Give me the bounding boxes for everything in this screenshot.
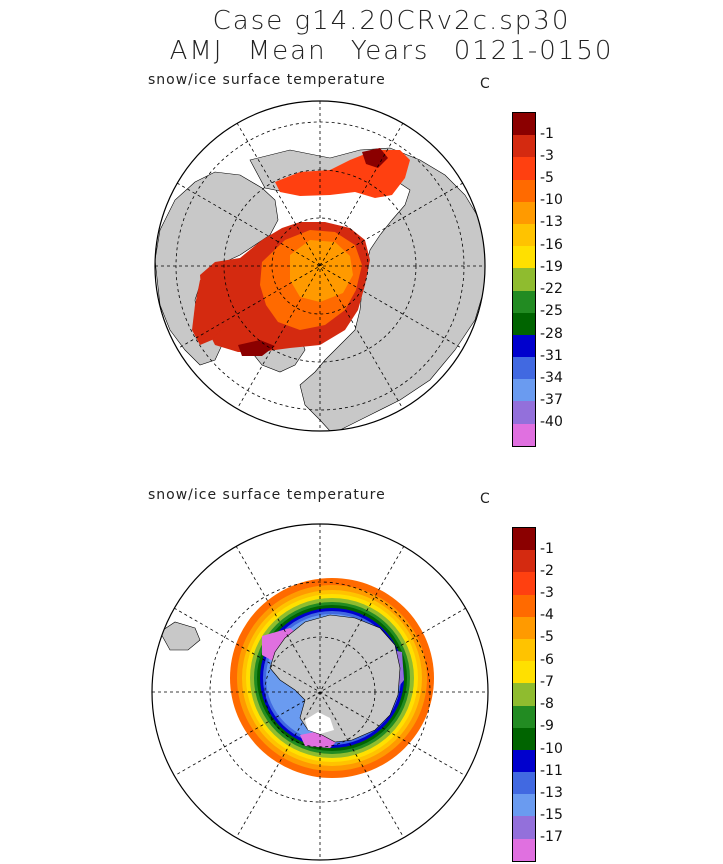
south-colorbar-swatch — [513, 794, 535, 817]
north-colorbar-tick: -25 — [540, 303, 563, 319]
south-land-antarctica — [269, 614, 401, 743]
north-colorbar-swatch — [513, 157, 535, 180]
page-title-line1: Case g14.20CRv2c.sp30 — [212, 6, 571, 36]
north-colorbar-swatch — [513, 312, 535, 335]
south-colorbar-tick: -4 — [540, 607, 554, 623]
south-colorbar-tick: -7 — [540, 674, 554, 690]
north-colorbar-tick: -31 — [540, 348, 563, 364]
north-colorbar-swatch — [513, 179, 535, 202]
north-unit-label: C — [480, 76, 490, 92]
north-colorbar-tick: -3 — [540, 148, 554, 164]
south-colorbar-swatch — [513, 638, 535, 662]
north-colorbar-swatch — [513, 401, 535, 424]
north-colorbar-tick: -22 — [540, 281, 563, 297]
north-colorbar-swatch — [513, 334, 535, 358]
south-colorbar-tick: -6 — [540, 652, 554, 668]
north-ice-kara-warm — [362, 148, 388, 168]
north-colorbar-swatch — [513, 201, 535, 224]
south-unit-label: C — [480, 491, 490, 507]
north-colorbar-tick: -1 — [540, 126, 554, 142]
north-colorbar-swatch — [513, 268, 535, 291]
south-colorbar-swatch — [513, 772, 535, 795]
south-colorbar-swatch — [513, 727, 535, 750]
south-colorbar-swatch — [513, 838, 535, 861]
north-colorbar-tick: -34 — [540, 370, 563, 386]
north-colorbar-swatch — [513, 223, 535, 247]
south-colorbar-swatch — [513, 550, 535, 573]
south-land-samerica — [159, 621, 201, 651]
south-colorbar-tick: -1 — [540, 541, 554, 557]
north-ice-center — [290, 240, 353, 302]
south-colorbar-tick: -9 — [540, 718, 554, 734]
south-colorbar-swatch — [513, 572, 535, 595]
page-title-line2: AMJ Mean Years 0121-0150 — [169, 36, 614, 66]
north-colorbar-swatch — [513, 135, 535, 158]
south-colorbar-tick: -8 — [540, 696, 554, 712]
south-colorbar-swatch — [513, 749, 535, 773]
north-polar-map — [154, 100, 486, 432]
north-colorbar-tick: -19 — [540, 259, 563, 275]
north-colorbar-swatch — [513, 113, 535, 136]
south-colorbar-swatch — [513, 661, 535, 684]
north-colorbar-tick: -16 — [540, 237, 563, 253]
north-colorbar-tick: -10 — [540, 192, 563, 208]
north-colorbar-swatch — [513, 246, 535, 269]
south-colorbar-swatch — [513, 705, 535, 728]
north-ice-hudson — [192, 275, 240, 345]
north-colorbar-swatch — [513, 290, 535, 313]
north-colorbar-tick: -28 — [540, 326, 563, 342]
south-colorbar-tick: -2 — [540, 563, 554, 579]
south-ice-shelf — [305, 712, 334, 734]
north-colorbar-tick: -13 — [540, 214, 563, 230]
north-colorbar-swatch — [513, 379, 535, 402]
south-field-label: snow/ice surface temperature — [148, 487, 386, 503]
north-colorbar-swatch — [513, 423, 535, 446]
south-colorbar-tick: -11 — [540, 763, 563, 779]
south-colorbar-swatch — [513, 528, 535, 551]
south-colorbar-tick: -10 — [540, 741, 563, 757]
south-colorbar-tick: -3 — [540, 585, 554, 601]
south-colorbar-tick: -15 — [540, 807, 563, 823]
north-colorbar-tick: -37 — [540, 392, 563, 408]
south-colorbar-tick: -17 — [540, 829, 563, 845]
north-colorbar-swatch — [513, 357, 535, 380]
south-colorbar-tick: -5 — [540, 629, 554, 645]
north-ice-baffin-warm — [238, 340, 275, 356]
south-colorbar-swatch — [513, 683, 535, 706]
south-colorbar-swatch — [513, 616, 535, 639]
north-colorbar-tick: -40 — [540, 414, 563, 430]
north-field-label: snow/ice surface temperature — [148, 72, 386, 88]
south-colorbar-swatch — [513, 594, 535, 617]
north-colorbar-tick: -5 — [540, 170, 554, 186]
south-colorbar-swatch — [513, 816, 535, 839]
south-colorbar — [512, 527, 536, 862]
south-colorbar-tick: -13 — [540, 785, 563, 801]
north-colorbar — [512, 112, 536, 447]
